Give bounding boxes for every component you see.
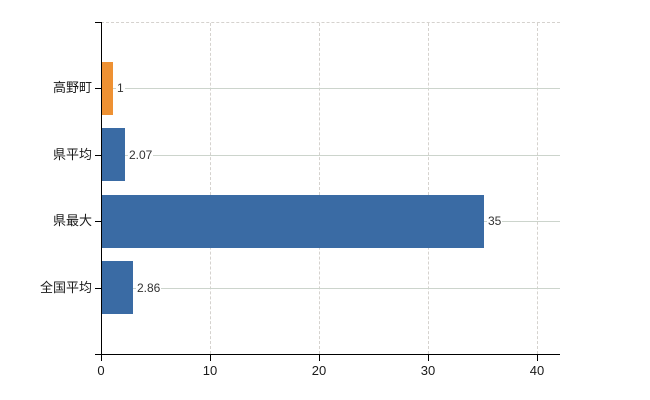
category-gridline [102, 155, 560, 156]
bar-県最大 [102, 195, 484, 248]
bar-value-label: 1 [116, 80, 125, 96]
vertical-gridline [210, 23, 212, 354]
x-axis-tick [210, 355, 211, 361]
vertical-gridline [537, 23, 539, 354]
plot-area-top-border [101, 22, 560, 23]
bar-全国平均 [102, 261, 133, 314]
category-gridline [102, 88, 560, 89]
x-axis-tick-label: 10 [202, 363, 218, 378]
y-axis-tick [95, 88, 101, 89]
x-axis-line [95, 354, 560, 355]
vertical-gridline [428, 23, 430, 354]
bar-県平均 [102, 128, 125, 181]
vertical-gridline [319, 23, 321, 354]
x-axis-tick-label: 20 [311, 363, 327, 378]
category-label-高野町: 高野町 [52, 80, 92, 95]
x-axis-tick [428, 355, 429, 361]
x-axis-tick-label: 0 [97, 363, 105, 378]
bar-value-label: 2.07 [128, 147, 154, 163]
x-axis-tick-label: 30 [420, 363, 436, 378]
category-label-全国平均: 全国平均 [39, 280, 92, 295]
x-axis-tick [319, 355, 320, 361]
y-axis-top-tick [95, 22, 101, 23]
y-axis-tick [95, 155, 101, 156]
x-axis-tick-label: 40 [529, 363, 545, 378]
y-axis-tick [95, 221, 101, 222]
bar-高野町 [102, 62, 113, 115]
y-axis-tick [95, 288, 101, 289]
y-axis-line [101, 22, 102, 355]
category-label-県最大: 県最大 [52, 213, 92, 228]
category-gridline [102, 288, 560, 289]
category-label-県平均: 県平均 [52, 147, 92, 162]
bar-value-label: 2.86 [136, 280, 162, 296]
bar-value-label: 35 [487, 213, 503, 229]
x-axis-tick [101, 355, 102, 361]
x-axis-tick [537, 355, 538, 361]
